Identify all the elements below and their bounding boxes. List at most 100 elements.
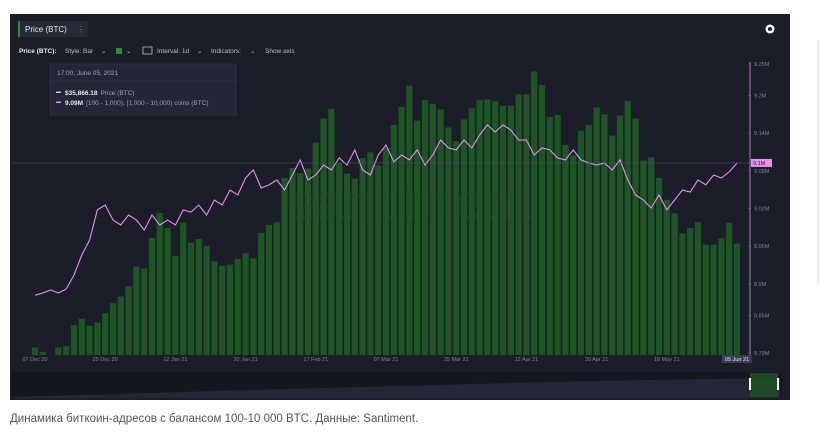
tab-menu[interactable]: ⋮: [77, 25, 85, 34]
value-marker-label: 9.1M: [753, 161, 766, 167]
bar: [640, 160, 647, 355]
bar: [406, 85, 413, 355]
bar: [312, 142, 319, 355]
x-tick-label: 18 May 21: [654, 357, 680, 363]
bar: [336, 162, 343, 355]
bar: [429, 103, 436, 355]
bar: [671, 213, 678, 355]
x-tick-label: 07 Dec 20: [22, 357, 47, 363]
x-tick-label: 12 Jan 21: [163, 357, 187, 363]
tab[interactable]: [18, 21, 88, 37]
style-select[interactable]: Style: Bar: [65, 48, 94, 55]
x-tick-label: 25 Dec 20: [93, 357, 118, 363]
bar: [180, 222, 187, 355]
bar: [687, 227, 694, 355]
bar: [86, 325, 93, 355]
plot: santiment9.25M9.2M9.14M9.08M9.02M8.96M8.…: [12, 62, 772, 363]
bar: [117, 296, 124, 355]
x-tick-label: 30 Jan 21: [234, 357, 258, 363]
bar: [70, 325, 78, 355]
bar: [733, 243, 741, 355]
calendar-icon: [142, 46, 153, 55]
bar: [546, 116, 553, 355]
bar: [726, 222, 733, 355]
bar: [141, 268, 148, 355]
interval-select[interactable]: Interval: 1d: [157, 48, 190, 55]
bar: [320, 118, 327, 355]
caption: Динамика биткоин-адресов с балансом 100-…: [10, 413, 418, 425]
bar: [250, 258, 257, 355]
x-tick-label: 12 Apr 21: [515, 357, 539, 363]
bar: [453, 141, 460, 355]
show-axis[interactable]: Show axis: [265, 48, 295, 55]
y-tick-label: 9.25M: [754, 62, 770, 68]
y-tick-label: 8.79M: [754, 351, 770, 357]
bar: [94, 322, 101, 355]
y-tick-label: 8.9M: [754, 282, 767, 288]
line: [34, 124, 738, 296]
value-marker: [751, 158, 772, 167]
color-select[interactable]: [116, 48, 122, 54]
bar: [632, 118, 639, 355]
bar: [219, 265, 226, 355]
bar: [273, 222, 280, 355]
bar: [710, 244, 717, 355]
bar: [359, 158, 366, 355]
tab-accent: [18, 21, 20, 37]
bar: [616, 115, 624, 355]
bar: [390, 124, 397, 355]
bar: [601, 114, 608, 355]
tooltip-swatch: [56, 91, 61, 93]
bar: [609, 135, 616, 355]
y-tick-label: 8.85M: [754, 313, 770, 319]
bar: [421, 100, 429, 356]
bar: [437, 109, 444, 355]
bar: [102, 313, 109, 355]
bar: [367, 152, 374, 355]
bar: [538, 85, 546, 356]
navigator-window[interactable]: [750, 373, 778, 397]
bar: [156, 212, 163, 355]
bar: [507, 105, 514, 355]
bar: [133, 266, 140, 355]
bar: [476, 100, 483, 356]
bar: [164, 227, 171, 355]
chevron: ⌄: [126, 48, 131, 55]
indicators-select[interactable]: Indicators:: [211, 48, 241, 55]
bar: [242, 253, 249, 355]
bar: [679, 233, 686, 355]
bar: [531, 71, 538, 355]
y-tick-label: 9.02M: [754, 207, 770, 213]
bar: [328, 108, 335, 356]
bar: [375, 165, 382, 355]
bar: [577, 130, 585, 355]
x-tick-label: 25 Mar 21: [444, 357, 469, 363]
x-tick-label: 05 Jun 21: [725, 357, 749, 363]
bar: [648, 157, 655, 355]
bar: [382, 148, 390, 355]
tooltip-date: 17:00, June 05, 2021: [57, 70, 118, 77]
bar: [663, 199, 670, 355]
y-tick-label: 9.08M: [754, 169, 770, 175]
bar: [226, 264, 234, 355]
tab-label[interactable]: Price (BTC): [25, 25, 67, 34]
bar: [593, 107, 600, 355]
bar: [172, 255, 179, 355]
bar: [31, 347, 39, 355]
bar: [445, 127, 452, 355]
bar: [523, 94, 530, 355]
bar: [195, 239, 202, 355]
bar: [297, 172, 304, 355]
bar: [562, 144, 569, 355]
metric-label: Price (BTC):: [19, 48, 57, 55]
tooltip-item: $35,866.18 Price (BTC): [65, 90, 135, 97]
tooltip-series-name: Price (BTC): [101, 90, 135, 97]
bar: [55, 347, 62, 355]
chevron: ⌄: [197, 48, 202, 55]
bar: [187, 242, 195, 355]
y-tick-label: 9.2M: [754, 93, 767, 99]
bar: [211, 261, 218, 355]
bar: [351, 178, 358, 355]
y-tick-label: 9.14M: [754, 131, 770, 137]
bar: [460, 119, 468, 355]
